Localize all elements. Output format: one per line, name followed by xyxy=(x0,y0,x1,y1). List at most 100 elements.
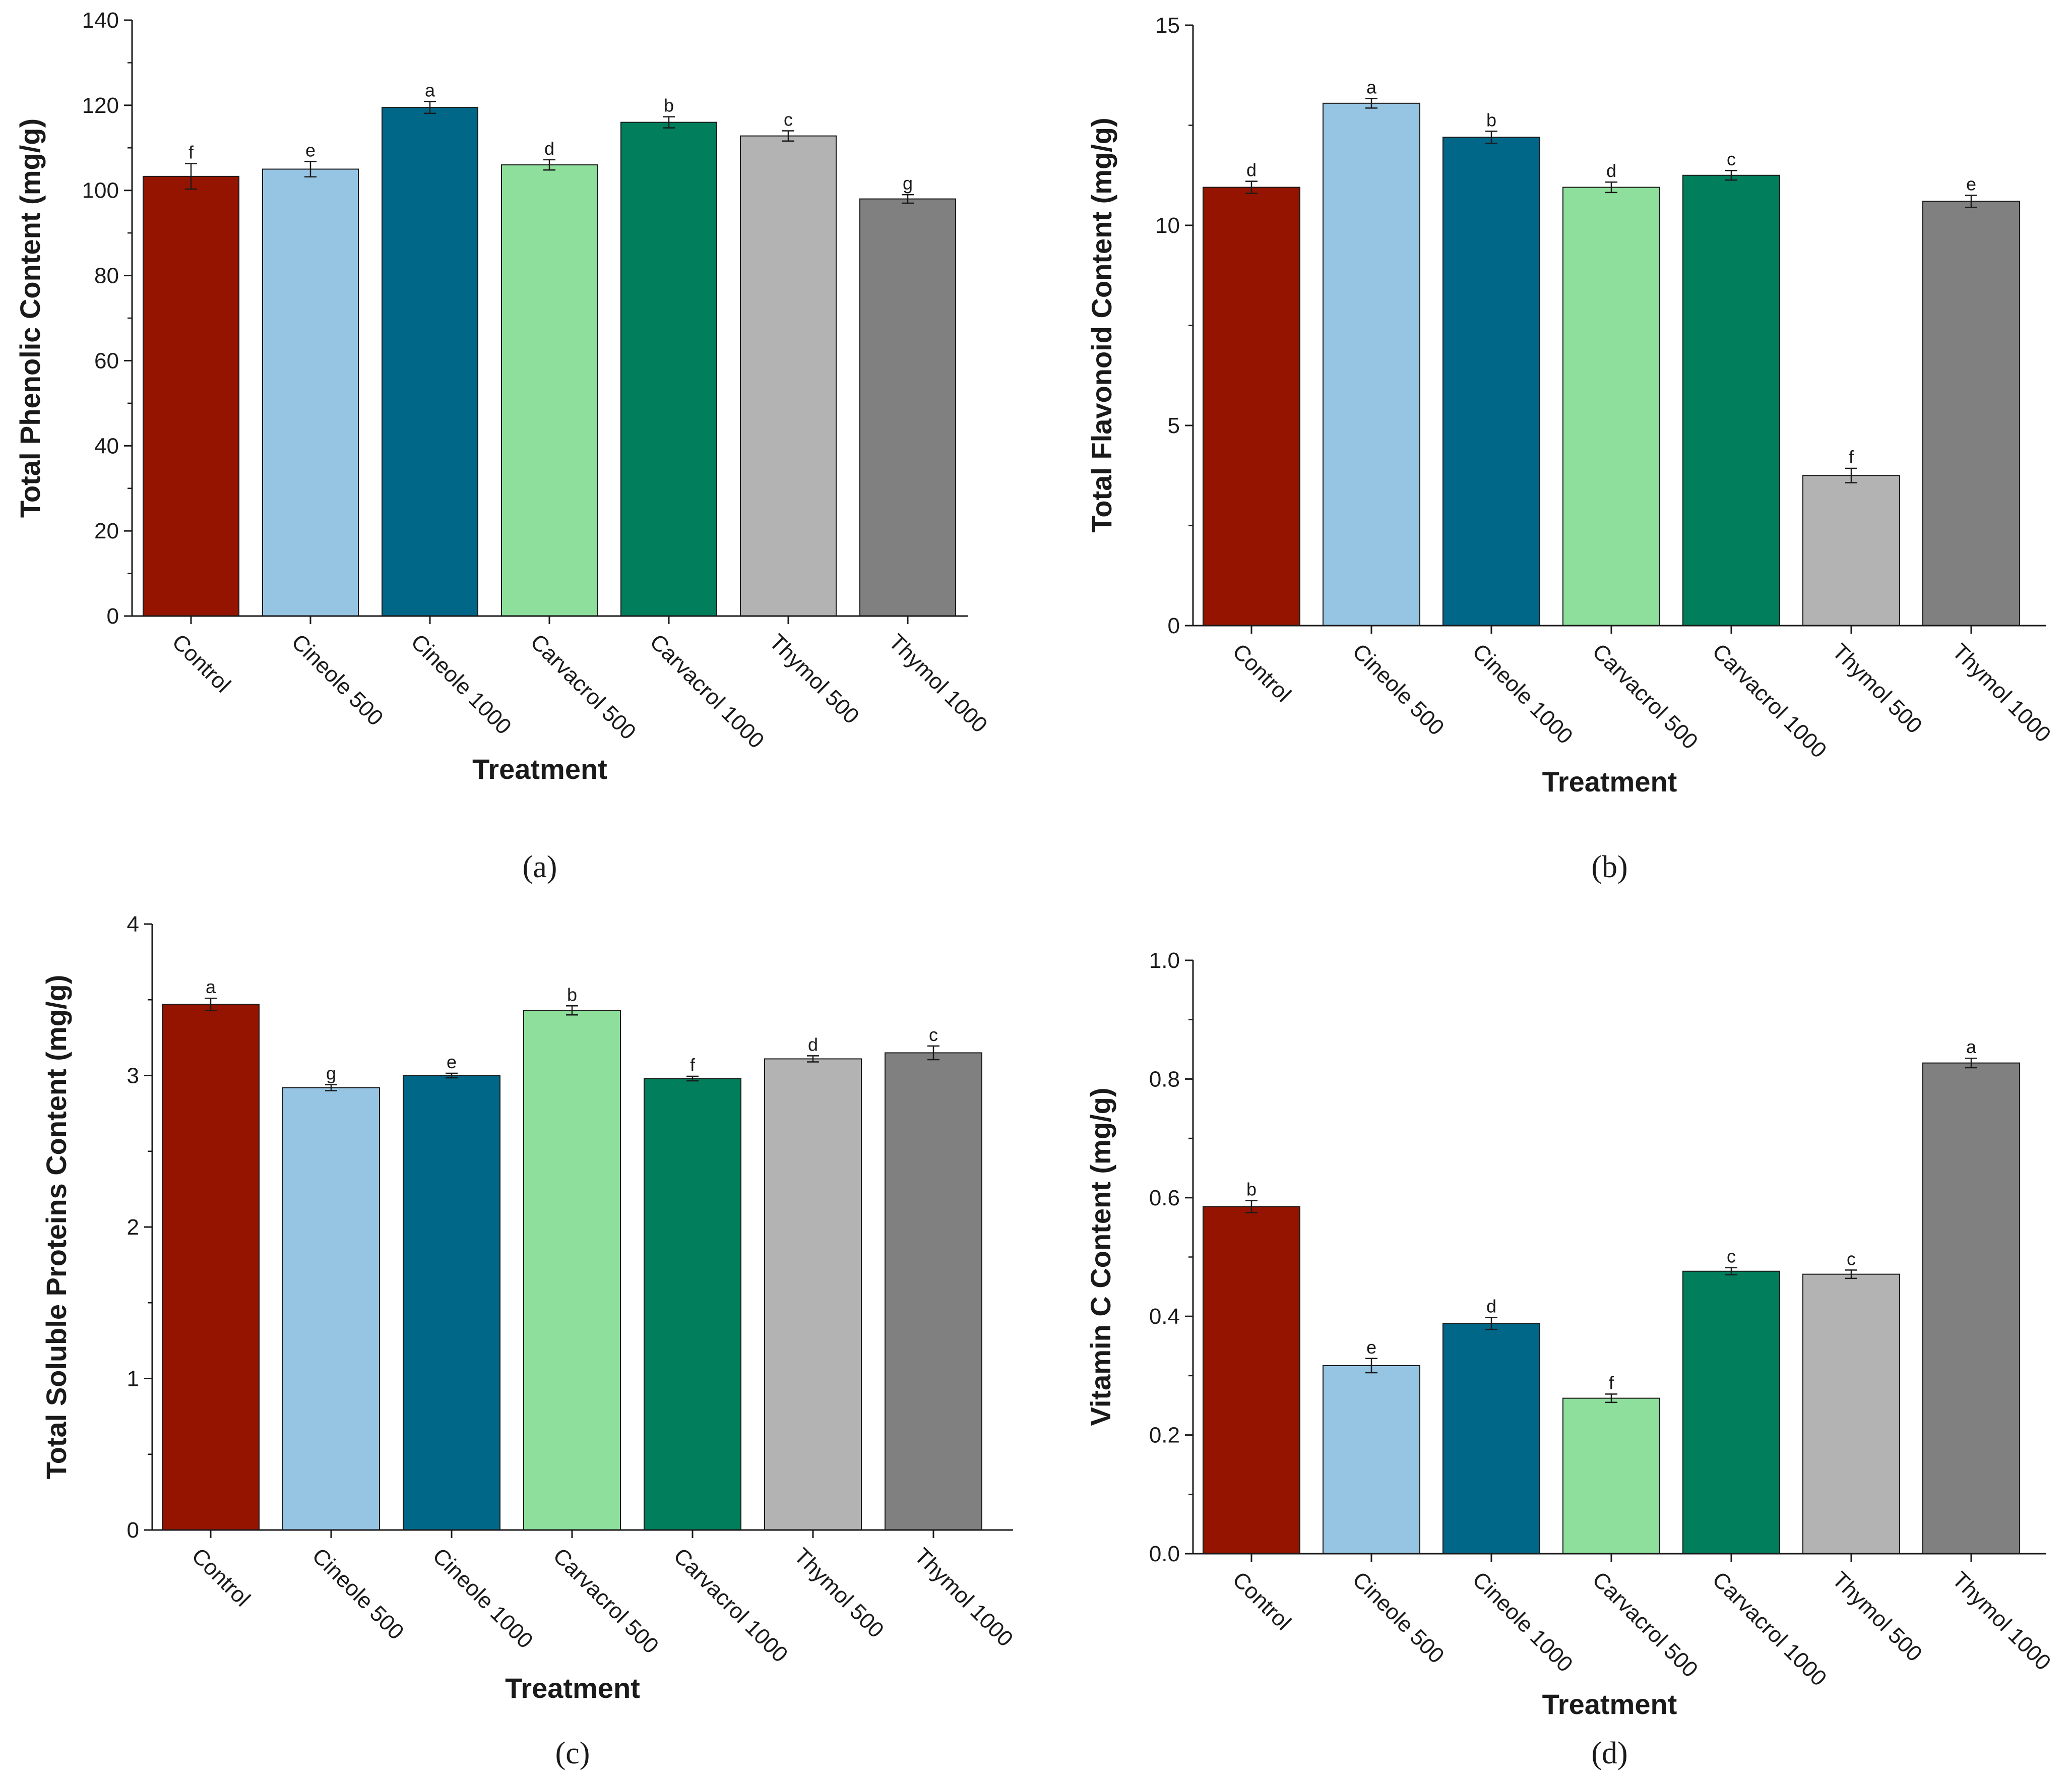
y-tick-label: 1 xyxy=(127,1367,139,1391)
x-category-label: Carvacrol 1000 xyxy=(1708,1567,1832,1691)
significance-letter: e xyxy=(1366,1337,1376,1358)
y-tick-label: 100 xyxy=(82,178,119,203)
y-tick-label: 0 xyxy=(1168,614,1180,638)
x-axis-title: Treatment xyxy=(505,1672,640,1704)
y-tick-label: 120 xyxy=(82,93,119,118)
significance-letter: f xyxy=(1849,447,1854,467)
x-category-label: Control xyxy=(1228,1567,1296,1635)
y-tick-label: 40 xyxy=(94,434,119,458)
x-category-label: Control xyxy=(1228,639,1296,707)
x-category-label: Thymol 1000 xyxy=(910,1543,1018,1651)
y-tick-label: 15 xyxy=(1155,13,1180,38)
x-category-label: Cineole 500 xyxy=(1348,1567,1449,1668)
bar xyxy=(1442,137,1540,626)
significance-letter: g xyxy=(326,1063,336,1084)
bar xyxy=(644,1078,741,1530)
panel-label: (c) xyxy=(555,1736,590,1770)
bar xyxy=(282,1087,380,1531)
significance-letter: b xyxy=(664,95,674,116)
bar xyxy=(1323,1365,1420,1555)
x-category-label: Carvacrol 500 xyxy=(1588,639,1703,754)
significance-letter: f xyxy=(690,1055,696,1075)
bar xyxy=(885,1052,982,1531)
bar xyxy=(1682,174,1780,626)
bar xyxy=(162,1004,260,1530)
panel-d-vitamin-c: b e d f c c a 0.0 0.2 0.4 0.6 0.8 1.0 Control Cineole … xyxy=(1085,948,2056,1770)
x-category-label: Cineole 1000 xyxy=(1468,639,1578,749)
bar xyxy=(740,135,837,617)
y-axis-title: Total Flavonoid Content (mg/g) xyxy=(1086,117,1117,532)
y-tick-label: 0.6 xyxy=(1149,1186,1180,1210)
x-category-label: Control xyxy=(187,1543,255,1611)
y-tick-label: 2 xyxy=(127,1215,139,1240)
bar xyxy=(143,175,239,617)
y-tick-label: 0.0 xyxy=(1149,1542,1180,1566)
significance-letter: c xyxy=(784,109,793,130)
bar xyxy=(1203,187,1300,626)
significance-letter: b xyxy=(567,984,577,1005)
bar xyxy=(1802,475,1900,626)
significance-letter: d xyxy=(1606,160,1616,181)
y-tick-label: 20 xyxy=(94,519,119,543)
bar xyxy=(1802,1273,1900,1555)
y-tick-label: 0.4 xyxy=(1149,1304,1180,1329)
x-category-label: Cineole 500 xyxy=(1348,639,1449,740)
bar xyxy=(382,107,478,617)
panel-b-total-flavonoid: d a b d c f e 0 5 10 15 Control Cineole 500 Cineole 1… xyxy=(1086,13,2056,884)
x-category-label: Carvacrol 500 xyxy=(526,629,641,744)
significance-letter: f xyxy=(189,142,194,163)
bar xyxy=(1682,1270,1780,1555)
bar xyxy=(1323,102,1420,627)
significance-letter: e xyxy=(1966,173,1976,194)
bar xyxy=(859,198,956,617)
significance-letter: b xyxy=(1246,1179,1257,1200)
x-category-label: Thymol 500 xyxy=(765,629,864,728)
y-tick-label: 80 xyxy=(94,264,119,288)
significance-letter: a xyxy=(206,976,216,997)
x-category-label: Cineole 1000 xyxy=(406,629,516,739)
significance-letter: e xyxy=(447,1052,457,1072)
x-category-label: Carvacrol 500 xyxy=(548,1543,663,1658)
x-category-label: Cineole 500 xyxy=(287,629,388,730)
significance-letter: d xyxy=(808,1034,818,1055)
y-axis-title: Total Soluble Proteins Content (mg/g) xyxy=(40,975,72,1480)
significance-letter: a xyxy=(425,80,435,100)
panel-c-total-soluble-proteins: a g e b f d c 0 1 2 3 4 Control Cineole 500 Cineole 10… xyxy=(40,912,1018,1770)
x-category-label: Thymol 1000 xyxy=(884,629,992,738)
x-category-label: Thymol 1000 xyxy=(1948,639,2056,747)
bar xyxy=(1562,1397,1660,1554)
bar xyxy=(1922,201,2020,626)
x-axis-title: Treatment xyxy=(1542,766,1677,798)
bar xyxy=(1922,1062,2020,1555)
y-tick-label: 0.8 xyxy=(1149,1067,1180,1091)
x-category-label: Carvacrol 500 xyxy=(1588,1567,1703,1682)
x-category-label: Carvacrol 1000 xyxy=(669,1543,793,1667)
significance-letter: a xyxy=(1366,77,1377,97)
significance-letter: c xyxy=(1727,149,1736,169)
x-category-label: Thymol 1000 xyxy=(1948,1567,2056,1675)
significance-letter: c xyxy=(1847,1248,1856,1269)
x-category-label: Thymol 500 xyxy=(1828,1567,1927,1666)
significance-letter: b xyxy=(1486,109,1496,130)
significance-letter: d xyxy=(544,138,554,159)
bar xyxy=(403,1075,500,1530)
panel-a-total-phenolic: f e a d b c g 0 20 40 60 80 100 120 140 Control Cineole … xyxy=(14,8,992,884)
x-category-label: Control xyxy=(167,629,235,697)
significance-letter: c xyxy=(929,1024,938,1045)
bar xyxy=(1562,187,1660,626)
y-axis-title: Vitamin C Content (mg/g) xyxy=(1085,1088,1116,1426)
bar xyxy=(523,1010,621,1530)
y-tick-label: 0.2 xyxy=(1149,1423,1180,1448)
y-tick-label: 0 xyxy=(127,1518,139,1543)
x-category-label: Cineole 1000 xyxy=(428,1543,538,1653)
significance-letter: g xyxy=(903,173,913,194)
bar xyxy=(764,1058,862,1531)
y-axis-title: Total Phenolic Content (mg/g) xyxy=(14,118,46,518)
panel-label: (d) xyxy=(1591,1736,1627,1770)
y-tick-label: 3 xyxy=(127,1064,139,1088)
bar xyxy=(620,121,717,617)
x-axis-title: Treatment xyxy=(472,753,607,785)
y-tick-label: 60 xyxy=(94,348,119,373)
x-category-label: Thymol 500 xyxy=(789,1543,889,1642)
significance-letter: a xyxy=(1966,1036,1977,1057)
